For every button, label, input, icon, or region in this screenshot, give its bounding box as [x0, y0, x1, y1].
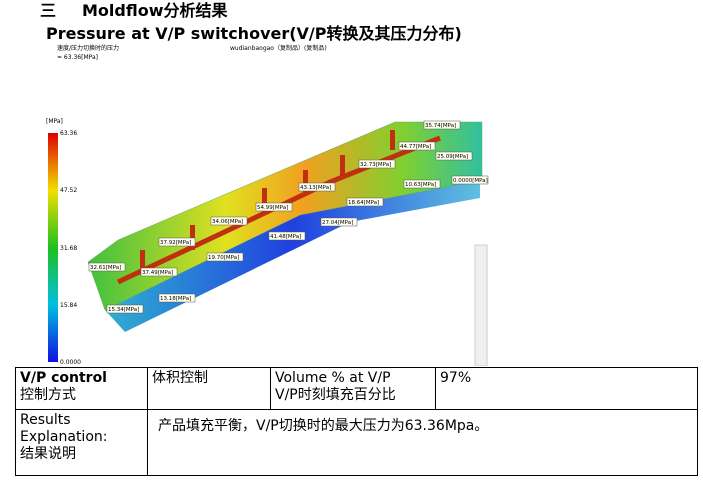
- label-box: [423, 120, 461, 130]
- cell: V/P control 控制方式: [15, 367, 148, 410]
- label-box: [255, 202, 293, 212]
- pressure-label: 37.92[MPa]: [160, 240, 191, 246]
- label-box: [298, 182, 336, 192]
- pressure-label: 0.0000[MPa]: [453, 178, 488, 184]
- cell-text: 控制方式: [20, 387, 76, 403]
- caption: 速度/压力切换时的压力: [57, 44, 119, 52]
- label-box: [451, 175, 489, 185]
- pressure-label: 13.18[MPa]: [160, 296, 191, 302]
- pressure-label: 15.34[MPa]: [108, 307, 139, 313]
- pressure-label: 37.49[MPa]: [142, 270, 173, 276]
- label-box: [346, 197, 384, 207]
- legend-tick: 15.84: [60, 302, 77, 309]
- pressure-label: 54.99[MPa]: [257, 205, 288, 211]
- pressure-label: 35.74[MPa]: [425, 123, 456, 129]
- drops: [140, 130, 395, 275]
- legend-tick: 63.36: [60, 130, 77, 137]
- legend-unit: [MPa]: [46, 118, 63, 125]
- pressure-label: 41.48[MPa]: [270, 234, 301, 240]
- label-box: [88, 262, 126, 272]
- colorbar: [48, 133, 58, 362]
- label-box: [140, 267, 178, 277]
- legend-tick: 31.68: [60, 245, 77, 252]
- section-number: 三: [40, 1, 57, 20]
- cell: 体积控制: [147, 367, 271, 410]
- label-box: [268, 231, 306, 241]
- label-box: [158, 293, 196, 303]
- pressure-label: 18.64[MPa]: [348, 200, 379, 206]
- legend-tick: 0.0000: [60, 359, 81, 366]
- part-edge: [105, 180, 480, 332]
- pressure-label: 25.09[MPa]: [437, 154, 468, 160]
- toolbar: [474, 244, 488, 366]
- pressure-label: 27.04[MPa]: [322, 220, 353, 226]
- info-table: V/P control 控制方式 体积控制 Volume % at V/P V/P时…: [15, 367, 698, 476]
- label-box: [320, 217, 358, 227]
- pressure-label: 10.63[MPa]: [405, 182, 436, 188]
- label-box: [206, 252, 244, 262]
- cell-text: V/P control: [20, 370, 107, 386]
- label-box: [435, 151, 473, 161]
- cell-text: Results: [20, 412, 71, 428]
- cell-text: V/P时刻填充百分比: [275, 387, 396, 403]
- pressure-label: 34.06[MPa]: [212, 219, 243, 225]
- cell: Results Explanation: 结果说明: [15, 409, 148, 476]
- label-box: [158, 237, 196, 247]
- cell-text: Volume % at V/P: [275, 370, 391, 386]
- cell: 97%: [435, 367, 698, 410]
- cell: Volume % at V/P V/P时刻填充百分比: [270, 367, 436, 410]
- pressure-label: 19.70[MPa]: [208, 255, 239, 261]
- cell-text: 产品填充平衡，V/P切换时的最大压力为63.36Mpa。: [158, 418, 489, 434]
- cell-text: 结果说明: [20, 446, 76, 462]
- section-title: Moldflow分析结果: [82, 1, 228, 20]
- simulation-image: 速度/压力切换时的压力 = 63.36[MPa] wudianbaogao（复制…: [46, 44, 489, 366]
- label-box: [210, 216, 248, 226]
- cell-text: 体积控制: [152, 370, 208, 386]
- cell-text: 97%: [440, 370, 472, 386]
- pressure-label: 43.13[MPa]: [300, 185, 331, 191]
- label-box: [403, 179, 441, 189]
- pressure-label: 32.61[MPa]: [90, 265, 121, 271]
- cell-text: Explanation:: [20, 429, 108, 445]
- pressure-label: 44.77[MPa]: [400, 144, 431, 150]
- label-box: [398, 141, 436, 151]
- cell: 产品填充平衡，V/P切换时的最大压力为63.36Mpa。: [147, 409, 698, 476]
- label-box: [106, 304, 144, 314]
- pressure-label: 32.73[MPa]: [360, 162, 391, 168]
- legend-tick: 47.52: [60, 187, 77, 194]
- label-box: [358, 159, 396, 169]
- model-name: wudianbaogao（复制品）(复制品): [230, 44, 327, 52]
- caption: = 63.36[MPa]: [57, 54, 98, 61]
- subtitle: Pressure at V/P switchover(V/P转换及其压力分布): [46, 24, 462, 43]
